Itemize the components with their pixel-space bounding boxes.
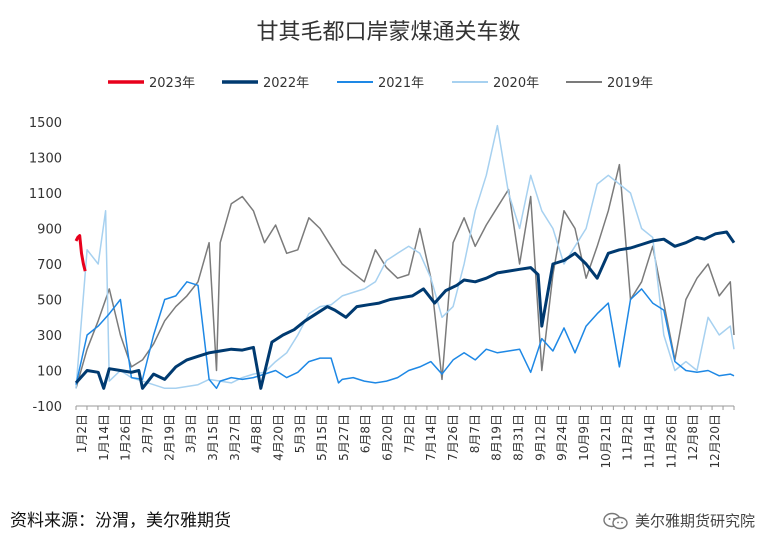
x-tick-label: 12月20日 [708, 414, 722, 469]
y-tick-label: 500 [37, 294, 62, 309]
plot-area [74, 124, 736, 390]
y-axis: -100 100 300 500 700 900 1100 1300 1500 [29, 116, 62, 415]
y-tick-label: 900 [37, 223, 62, 238]
series-line-2022年 [74, 230, 736, 390]
x-tick-label: 10月9日 [577, 414, 591, 461]
watermark-text: 美尔雅期货研究院 [634, 512, 755, 530]
x-tick-label: 12月8日 [686, 414, 700, 461]
x-tick-label: 10月21日 [599, 414, 613, 469]
x-tick-label: 3月3日 [184, 414, 198, 453]
legend-label: 2019年 [607, 76, 653, 91]
x-tick-label: 9月12日 [533, 414, 547, 461]
x-tick-label: 4月8日 [250, 414, 264, 453]
legend-label: 2021年 [378, 76, 424, 91]
x-tick-label: 3月15日 [206, 414, 220, 461]
x-tick-label: 4月20日 [271, 414, 285, 461]
source-note: 资料来源：汾渭，美尔雅期货 [10, 511, 231, 531]
line-chart: 2023年 2022年 2021年 2020年 2019年 -100 100 300 500 7… [29, 76, 736, 469]
x-tick-label: 11月26日 [664, 414, 678, 469]
y-tick-label: 700 [37, 258, 62, 273]
x-tick-label: 7月2日 [402, 414, 416, 453]
x-tick-label: 11月14日 [642, 414, 656, 469]
x-tick-label: 5月27日 [337, 414, 351, 461]
x-tick-label: 9月24日 [555, 414, 569, 461]
y-tick-label: -100 [32, 400, 62, 415]
x-tick-label: 11月2日 [621, 414, 635, 461]
legend: 2023年 2022年 2021年 2020年 2019年 [108, 76, 653, 91]
y-tick-label: 1100 [29, 187, 62, 202]
watermark: 美尔雅期货研究院 [603, 510, 755, 531]
x-tick-label: 8月31日 [512, 414, 526, 461]
series-line-2019年 [75, 163, 735, 389]
y-tick-label: 100 [37, 365, 62, 380]
x-tick-label: 5月15日 [315, 414, 329, 461]
x-tick-label: 6月8日 [359, 414, 373, 453]
y-tick-label: 1300 [29, 152, 62, 167]
x-tick-label: 6月20日 [381, 414, 395, 461]
x-tick-label: 8月19日 [490, 414, 504, 461]
x-tick-label: 2月7日 [141, 414, 155, 453]
x-tick-label: 3月27日 [228, 414, 242, 461]
y-tick-label: 300 [37, 329, 62, 344]
x-tick-label: 8月7日 [468, 414, 482, 453]
legend-label: 2020年 [493, 76, 539, 91]
x-tick-label: 5月3日 [293, 414, 307, 453]
series-line-2020年 [75, 124, 735, 390]
x-tick-label: 1月2日 [75, 414, 89, 453]
y-tick-label: 1500 [29, 116, 62, 131]
legend-label: 2022年 [263, 76, 309, 91]
x-axis: 1月2日 1月14日 1月26日 2月7日 2月19日 3月3日 3月15日 3月27日 4月8… [75, 405, 735, 469]
x-tick-label: 2月19日 [162, 414, 176, 461]
wechat-icon [603, 512, 628, 529]
x-tick-label: 7月26日 [446, 414, 460, 461]
series-line-2023年 [74, 234, 87, 272]
x-tick-label: 1月26日 [119, 414, 133, 461]
legend-label: 2023年 [149, 76, 195, 91]
series-line-2021年 [75, 281, 735, 390]
x-tick-label: 7月14日 [424, 414, 438, 461]
x-tick-label: 1月14日 [97, 414, 111, 461]
chart-title: 甘其毛都口岸蒙煤通关车数 [256, 20, 521, 45]
